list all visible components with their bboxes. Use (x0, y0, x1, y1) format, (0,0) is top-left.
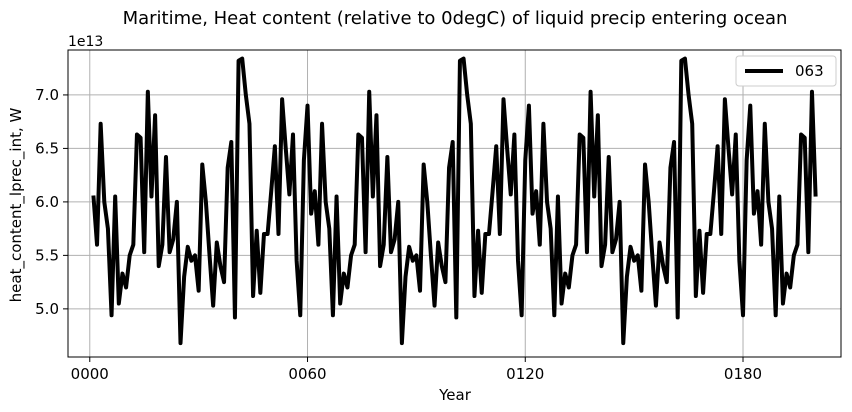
x-tick-label: 0000 (71, 365, 109, 383)
x-axis-label: Year (438, 386, 472, 404)
chart-title: Maritime, Heat content (relative to 0deg… (123, 8, 788, 29)
y-tick-label: 7.0 (35, 86, 59, 104)
y-tick-label: 5.0 (35, 300, 59, 318)
legend: 063 (735, 55, 837, 87)
legend-label: 063 (795, 62, 824, 80)
x-tick-label: 0060 (288, 365, 326, 383)
x-tick-label: 0120 (506, 365, 544, 383)
y-axis-multiplier-label: 1e13 (68, 34, 103, 50)
axes: 0000 0060 0120 0180 5.0 5.5 6.0 6.5 7.0 (35, 49, 842, 383)
y-tick-label: 6.0 (35, 193, 59, 211)
x-tick-label: 0180 (724, 365, 762, 383)
series-line-063 (91, 56, 818, 346)
axes-frame (67, 49, 842, 358)
legend-box (735, 55, 837, 87)
y-tick-label: 5.5 (35, 246, 59, 264)
y-tick-label: 6.5 (35, 139, 59, 157)
plot-area (91, 56, 818, 346)
y-axis-label: heat_content_lprec_int, W (7, 108, 26, 303)
